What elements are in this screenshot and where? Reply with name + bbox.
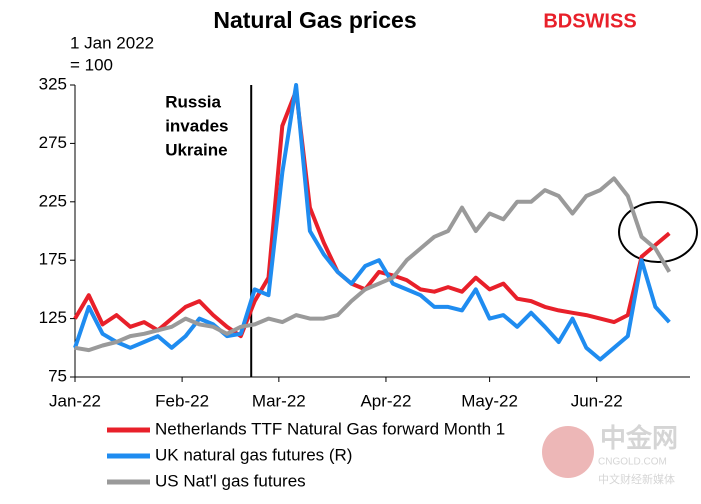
x-tick-label: Jun-22 [571, 391, 623, 410]
legend-label: US Nat'l gas futures [155, 471, 306, 490]
y-tick-label: 125 [39, 308, 67, 327]
x-tick-label: Mar-22 [252, 391, 306, 410]
chart-title: Natural Gas prices [213, 7, 416, 33]
watermark: 中金网 CNGOLD.COM 中文财经新媒体 [542, 423, 678, 486]
series-line [74, 176, 672, 353]
legend-label: Netherlands TTF Natural Gas forward Mont… [155, 419, 505, 438]
x-tick-label: Feb-22 [155, 391, 209, 410]
y-tick-label: 175 [39, 250, 67, 269]
watermark-text: 中文财经新媒体 [598, 472, 675, 486]
y-tick-label: 325 [39, 74, 67, 93]
brand-logo: BDSWISS [543, 10, 636, 32]
y-tick-label: 225 [39, 191, 67, 210]
annotation: Ukraine [165, 140, 227, 159]
x-tick-label: May-22 [461, 391, 518, 410]
watermark-text: 中金网 [600, 423, 678, 453]
y-tick-label: 75 [48, 366, 67, 385]
subtitle: 1 Jan 2022 [70, 33, 154, 52]
watermark-text: CNGOLD.COM [598, 457, 667, 468]
annotation: invades [165, 116, 228, 135]
watermark-icon [542, 426, 594, 478]
annotation: Russia [165, 92, 221, 111]
series-line [73, 88, 671, 339]
x-tick-label: Jan-22 [49, 391, 101, 410]
x-tick-label: Apr-22 [360, 391, 411, 410]
y-tick-label: 275 [39, 133, 67, 152]
subtitle: = 100 [70, 55, 113, 74]
legend-label: UK natural gas futures (R) [155, 445, 352, 464]
series-line [73, 83, 671, 362]
highlight-ellipse [618, 201, 698, 263]
